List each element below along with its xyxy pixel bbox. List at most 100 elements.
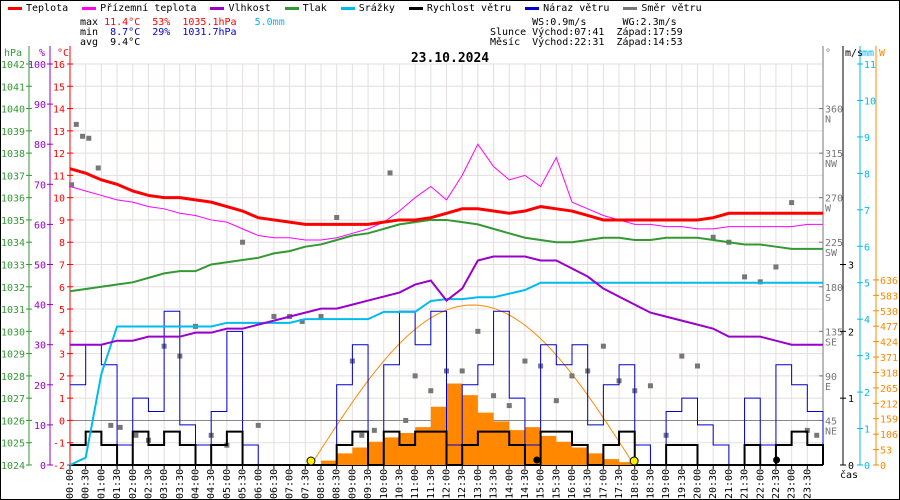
rain-tick-label: 1 (864, 425, 870, 436)
x-tick-label: 14:00 (504, 469, 515, 499)
direction-tick-label: SW (825, 248, 838, 259)
x-tick-label: 00:30 (81, 469, 92, 499)
rain-tick-label: 10 (864, 96, 876, 107)
x-tick-label: 00:00 (65, 469, 76, 499)
x-tick-label: 22:00 (755, 469, 766, 499)
pressure-tick-label: 1038 (1, 149, 25, 160)
solar-tick-label: 530 (880, 307, 898, 318)
x-tick-label: 21:00 (724, 469, 735, 499)
max-pressure: 1035.1hPa (182, 17, 237, 28)
x-tick-label: 13:00 (473, 469, 484, 499)
legend-label: Vlhkost (228, 3, 271, 14)
x-tick-label: 23:00 (787, 469, 798, 499)
rain-axis-unit: mm (862, 48, 874, 59)
x-tick-label: 07:30 (300, 469, 311, 499)
pressure-tick-label: 1041 (1, 82, 25, 93)
solar-tick-label: 0 (880, 461, 886, 472)
humidity-tick-label: 30 (34, 341, 46, 352)
wind-direction-point (710, 234, 716, 240)
avg-label: avg (80, 37, 99, 48)
direction-tick-label: 315 (825, 149, 843, 160)
pressure-tick-label: 1033 (1, 261, 25, 272)
wind-tick-label: 1 (848, 394, 854, 405)
x-tick-label: 03:00 (159, 469, 170, 499)
temperature-tick-label: 2 (59, 372, 65, 383)
x-tick-label: 02:30 (143, 469, 154, 499)
rain-tick-label: 2 (864, 388, 870, 399)
x-tick-label: 19:00 (661, 469, 672, 499)
min-label: min (80, 27, 99, 38)
wind-direction-point (387, 170, 393, 176)
solar-tick-label: 636 (880, 276, 898, 287)
wind-direction-point (647, 383, 653, 389)
wind-direction-point (69, 182, 75, 188)
x-tick-label: 14:30 (520, 469, 531, 499)
temperature-tick-label: 11 (53, 171, 65, 182)
temperature-tick-label: 14 (53, 105, 65, 116)
x-tick-label: 11:00 (410, 469, 421, 499)
wind-direction-point (359, 432, 365, 438)
x-tick-label: 04:00 (191, 469, 202, 499)
x-tick-label: 19:30 (677, 469, 688, 499)
direction-tick-label: NW (825, 159, 838, 170)
wind-direction-point (569, 373, 575, 379)
temperature-tick-label: -2 (53, 461, 65, 472)
pressure-tick-label: 1028 (1, 372, 25, 383)
wind-direction-point (318, 313, 324, 319)
moonset-time: Západ:14:53 (616, 37, 683, 48)
wind-direction-point (371, 427, 377, 433)
x-tick-label: 17:00 (598, 469, 609, 499)
x-tick-label: 06:30 (269, 469, 280, 499)
solar-axis-unit: W (879, 48, 886, 59)
legend-item-pressure: Tlak (284, 3, 327, 14)
rain-tick-label: 4 (864, 315, 870, 326)
wind-direction-point (240, 239, 246, 245)
temperature-tick-label: 1 (59, 394, 65, 405)
sunset-time: Západ:17:59 (616, 27, 683, 38)
temperature-tick-label: -1 (53, 439, 65, 450)
temperature-tick-label: 3 (59, 350, 65, 361)
wind-direction-point (299, 318, 305, 324)
wind-direction-point (108, 422, 114, 428)
x-tick-label: 04:30 (206, 469, 217, 499)
x-tick-label: 01:30 (112, 469, 123, 499)
direction-tick-label: 225 (825, 238, 843, 249)
solar-tick-label: 583 (880, 291, 898, 302)
rain-tick-label: 6 (864, 242, 870, 253)
wind-direction-point (428, 388, 434, 394)
direction-tick-label: 90 (825, 372, 837, 383)
rain-tick-label: 0 (864, 461, 870, 472)
x-tick-label: 12:30 (457, 469, 468, 499)
direction-tick-label: W (825, 204, 832, 215)
wind-direction-point (679, 353, 685, 359)
wind-direction-point (95, 165, 101, 171)
legend: Teplota Přízemní teplota Vlhkost Tlak Sr… (8, 3, 702, 14)
solar-tick-label: 212 (880, 399, 898, 410)
temperature-tick-label: 10 (53, 194, 65, 205)
rain-tick-label: 5 (864, 279, 870, 290)
wind-tick-label: 2 (848, 327, 854, 338)
wind-direction-point (491, 393, 497, 399)
x-tick-label: 02:00 (128, 469, 139, 499)
x-tick-label: 21:30 (740, 469, 751, 499)
wind-direction-point (695, 363, 700, 369)
legend-item-wind-speed: Rychlost větru (408, 3, 511, 14)
wind-direction-point (255, 422, 261, 428)
pressure-tick-label: 1030 (1, 327, 25, 338)
temperature-line (69, 167, 823, 226)
wind-direction-point (117, 424, 123, 430)
min-humidity: 29% (152, 27, 171, 38)
x-tick-label: 15:30 (551, 469, 562, 499)
humidity-tick-label: 100 (28, 60, 46, 71)
x-tick-label: 10:30 (394, 469, 405, 499)
wind-direction-point (334, 214, 340, 220)
wind-direction-point (459, 368, 465, 374)
temperature-tick-label: 13 (53, 127, 65, 138)
x-tick-label: 20:30 (708, 469, 719, 499)
pressure-tick-label: 1037 (1, 171, 25, 182)
wind-direction-point (412, 373, 418, 379)
wind-gust-max: WG:2.3m/s (622, 17, 677, 28)
pressure-tick-label: 1031 (1, 305, 25, 316)
temperature-tick-label: 7 (59, 261, 65, 272)
solar-tick-label: 424 (880, 338, 898, 349)
